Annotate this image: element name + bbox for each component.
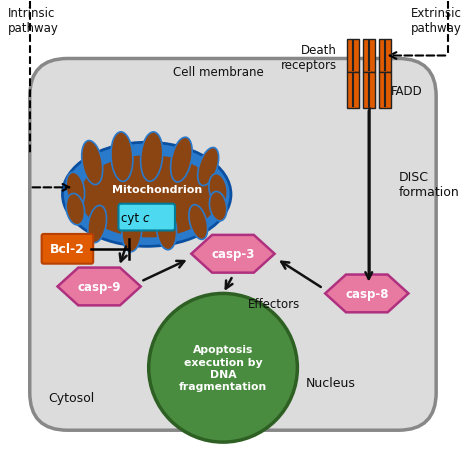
Bar: [363, 40, 375, 73]
Text: casp-9: casp-9: [77, 280, 121, 293]
Polygon shape: [325, 275, 409, 313]
Ellipse shape: [111, 132, 133, 182]
Ellipse shape: [88, 206, 107, 243]
Text: Death
receptors: Death receptors: [281, 45, 337, 72]
Ellipse shape: [189, 205, 208, 240]
Text: Intrinsic
pathway: Intrinsic pathway: [8, 7, 59, 35]
Text: FADD: FADD: [391, 85, 422, 97]
Text: DISC
formation: DISC formation: [399, 171, 459, 199]
Bar: [347, 73, 359, 109]
Text: Cell membrane: Cell membrane: [173, 66, 264, 79]
Bar: [347, 40, 359, 73]
Bar: [363, 73, 375, 109]
Ellipse shape: [63, 143, 231, 247]
Ellipse shape: [141, 132, 163, 182]
Text: casp-3: casp-3: [211, 248, 255, 261]
Polygon shape: [191, 235, 274, 273]
Text: cyt: cyt: [121, 211, 143, 224]
Text: Apoptosis
execution by
DNA
fragmentation: Apoptosis execution by DNA fragmentation: [179, 344, 267, 391]
Bar: [379, 73, 391, 109]
Ellipse shape: [198, 148, 219, 186]
Bar: [379, 40, 391, 73]
Ellipse shape: [210, 192, 227, 222]
Text: Cytosol: Cytosol: [48, 391, 94, 404]
Ellipse shape: [156, 209, 177, 250]
Text: Extrinsic
pathway: Extrinsic pathway: [411, 7, 462, 35]
Ellipse shape: [79, 156, 218, 238]
Text: c: c: [143, 211, 149, 224]
Ellipse shape: [171, 138, 192, 182]
Text: Nucleus: Nucleus: [305, 376, 355, 389]
Ellipse shape: [66, 194, 84, 225]
Polygon shape: [57, 268, 141, 306]
Ellipse shape: [149, 294, 297, 442]
Ellipse shape: [82, 141, 103, 185]
FancyBboxPatch shape: [118, 204, 175, 231]
Text: Mitochondrion: Mitochondrion: [111, 185, 202, 195]
FancyBboxPatch shape: [30, 59, 436, 430]
Ellipse shape: [66, 173, 85, 207]
Text: Bcl-2: Bcl-2: [50, 243, 85, 256]
Ellipse shape: [122, 209, 142, 252]
Text: Effectors: Effectors: [248, 297, 300, 310]
Text: casp-8: casp-8: [345, 287, 389, 300]
Ellipse shape: [209, 174, 228, 206]
FancyBboxPatch shape: [42, 234, 93, 264]
